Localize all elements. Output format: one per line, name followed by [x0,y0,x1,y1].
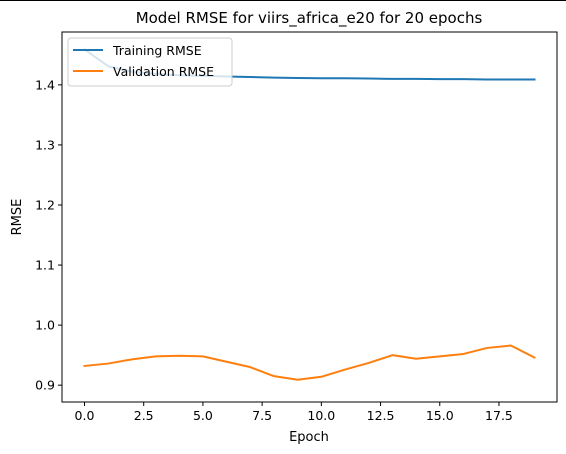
y-tick-label: 0.9 [35,378,55,393]
x-tick-label: 15.0 [426,408,454,423]
y-tick-label: 1.4 [35,77,55,92]
top-border-line [0,0,566,1]
legend-box [67,37,233,87]
x-axis-label: Epoch [289,430,329,445]
legend: Training RMSE Validation RMSE [67,37,233,87]
y-axis-ticks: 0.9 1.0 1.1 1.2 1.3 1.4 [35,77,62,393]
y-tick-label: 1.0 [35,318,55,333]
legend-label-training: Training RMSE [112,43,202,58]
x-tick-label: 5.0 [193,408,213,423]
x-tick-label: 2.5 [134,408,154,423]
y-tick-label: 1.3 [35,137,55,152]
y-axis-label: RMSE [10,199,25,236]
x-tick-label: 10.0 [307,408,335,423]
y-tick-label: 1.2 [35,197,55,212]
y-tick-label: 1.1 [35,258,55,273]
x-tick-label: 12.5 [367,408,395,423]
series-line-validation [83,344,536,381]
plot-frame [61,31,558,403]
x-tick-label: 0.0 [75,408,95,423]
chart-title: Model RMSE for viirs_africa_e20 for 20 e… [136,9,483,28]
x-tick-label: 17.5 [485,408,513,423]
x-tick-label: 7.5 [252,408,272,423]
legend-label-validation: Validation RMSE [113,64,214,79]
series-layer [83,48,536,381]
x-axis-ticks: 0.0 2.5 5.0 7.5 10.0 12.5 15.0 17.5 [75,402,513,423]
